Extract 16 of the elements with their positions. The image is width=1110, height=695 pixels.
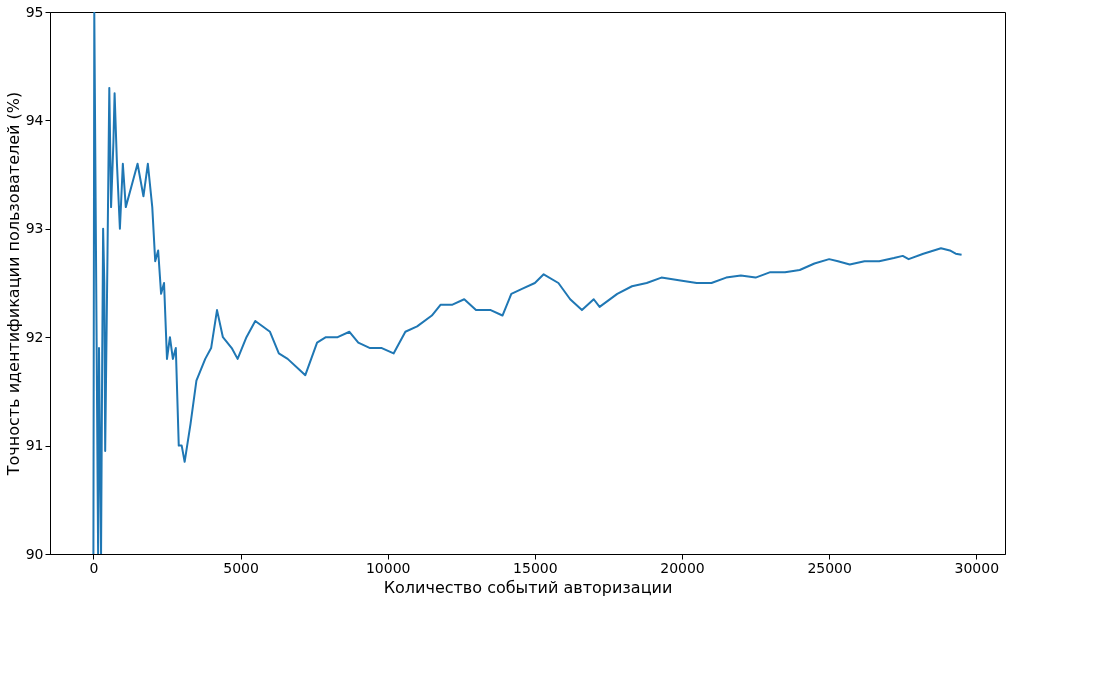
y-tick-label: 93 bbox=[25, 220, 44, 237]
line-series bbox=[92, 12, 963, 554]
y-axis-title: Точность идентификации пользователей (%) bbox=[3, 91, 23, 477]
x-tick-label: 20000 bbox=[660, 559, 705, 576]
x-tick-label: 30000 bbox=[954, 559, 1000, 576]
y-tick-label: 95 bbox=[25, 3, 44, 20]
x-tick-label: 0 bbox=[89, 559, 99, 576]
y-tick-label: 90 bbox=[25, 545, 44, 562]
x-tick-label: 5000 bbox=[223, 559, 259, 576]
y-tick-label: 91 bbox=[25, 437, 44, 454]
x-tick-label: 15000 bbox=[513, 559, 558, 576]
y-tick-label: 94 bbox=[25, 111, 44, 128]
x-tick-label: 25000 bbox=[807, 559, 852, 576]
x-axis-title: Количество событий авторизации bbox=[383, 577, 673, 597]
y-tick-label: 92 bbox=[25, 328, 44, 345]
x-tick-label: 10000 bbox=[365, 559, 411, 576]
